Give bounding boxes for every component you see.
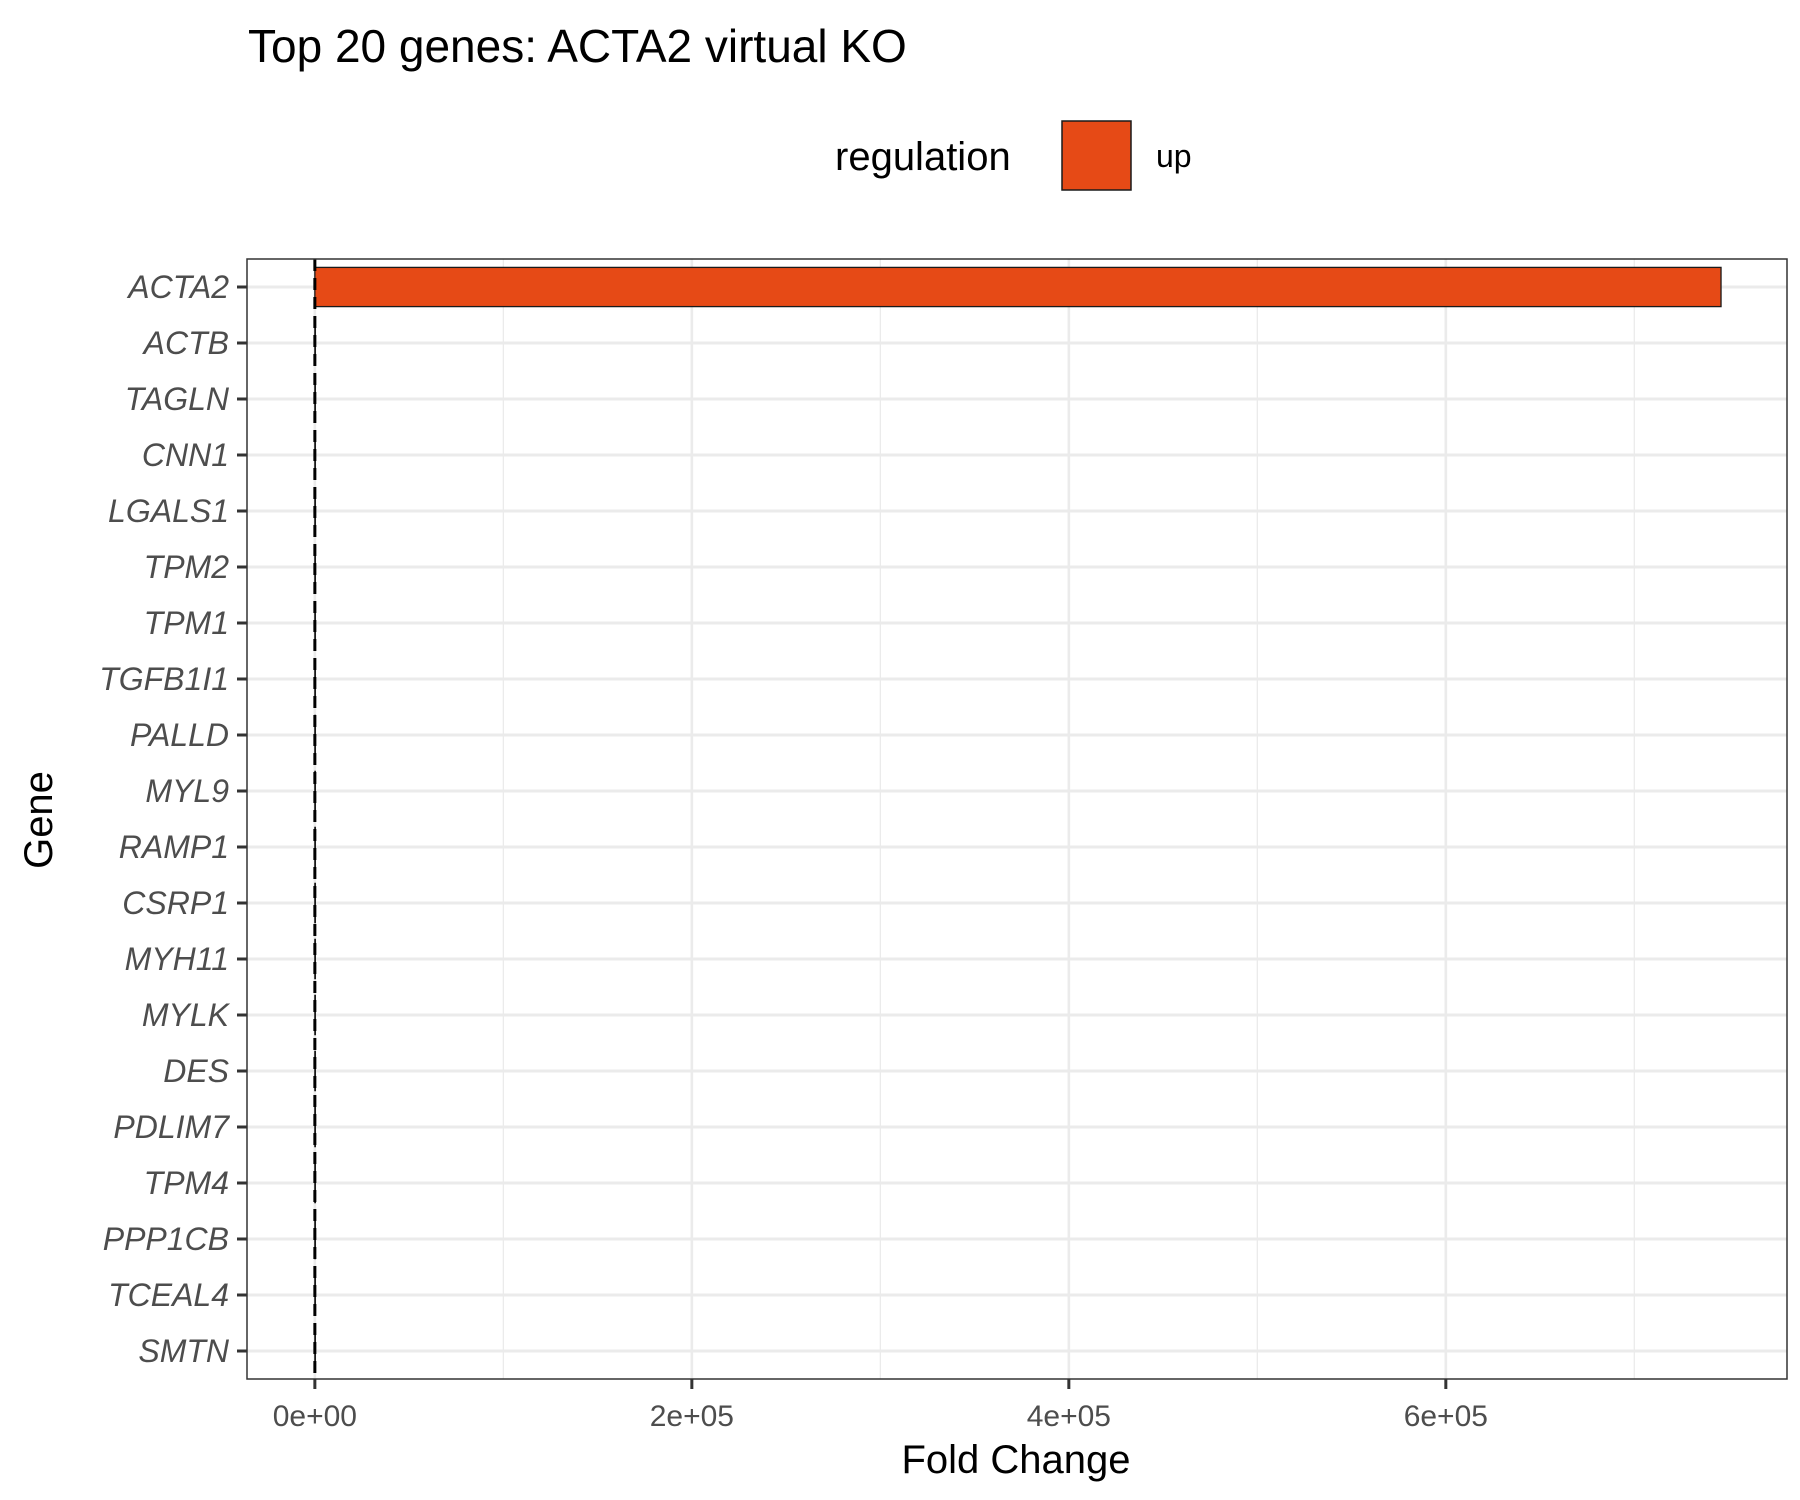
x-tick-label: 4e+05 <box>1027 1400 1111 1433</box>
legend-title: regulation <box>835 135 1011 179</box>
bar-acta2 <box>314 266 1722 308</box>
chart-title: Top 20 genes: ACTA2 virtual KO <box>248 20 907 72</box>
y-axis-title: Gene <box>17 771 61 869</box>
y-tick-label: RAMP1 <box>119 829 229 865</box>
bar-des <box>314 1050 317 1092</box>
plot-area: ACTA2 ACTB TAGLN CNN1 LGALS1 TPM2 TPM1 TGFB1I1 P… <box>99 258 1788 1433</box>
panel-border <box>246 258 1788 1380</box>
legend-label-up: up <box>1156 138 1192 174</box>
y-tick-label: TCEAL4 <box>108 1277 229 1313</box>
y-tick-label: MYL9 <box>145 773 229 809</box>
x-tick-label: 0e+00 <box>273 1400 357 1433</box>
x-tick-label: 6e+05 <box>1404 1400 1488 1433</box>
y-tick-label: TAGLN <box>125 381 230 417</box>
y-tick-label: PPP1CB <box>103 1221 229 1257</box>
y-tick-label: CNN1 <box>142 437 229 473</box>
y-tick-label: PDLIM7 <box>113 1109 230 1145</box>
y-tick-label: CSRP1 <box>122 885 229 921</box>
y-tick-label: ACTB <box>142 325 229 361</box>
legend: regulation up <box>835 120 1192 191</box>
x-tick-label: 2e+05 <box>650 1400 734 1433</box>
bar-csrp1 <box>314 882 317 924</box>
y-tick-label: TPM1 <box>144 605 229 641</box>
y-tick-label: MYH11 <box>125 941 229 977</box>
y-tick-label: PALLD <box>130 717 229 753</box>
bar-myh11 <box>314 938 317 980</box>
y-tick-label: DES <box>163 1053 229 1089</box>
y-tick-label: LGALS1 <box>108 493 229 529</box>
y-tick-label: SMTN <box>138 1333 230 1369</box>
y-tick-label: MYLK <box>142 997 231 1033</box>
y-tick-label: ACTA2 <box>126 269 229 305</box>
y-tick-label: TPM4 <box>144 1165 229 1201</box>
bar-mylk <box>314 994 317 1036</box>
y-tick-label: TGFB1I1 <box>99 661 229 697</box>
x-axis-title: Fold Change <box>901 1438 1130 1482</box>
y-tick-label: TPM2 <box>144 549 230 585</box>
bar-pdlim7 <box>314 1106 317 1148</box>
legend-swatch-up <box>1061 120 1132 191</box>
bar-ramp1 <box>314 826 317 868</box>
